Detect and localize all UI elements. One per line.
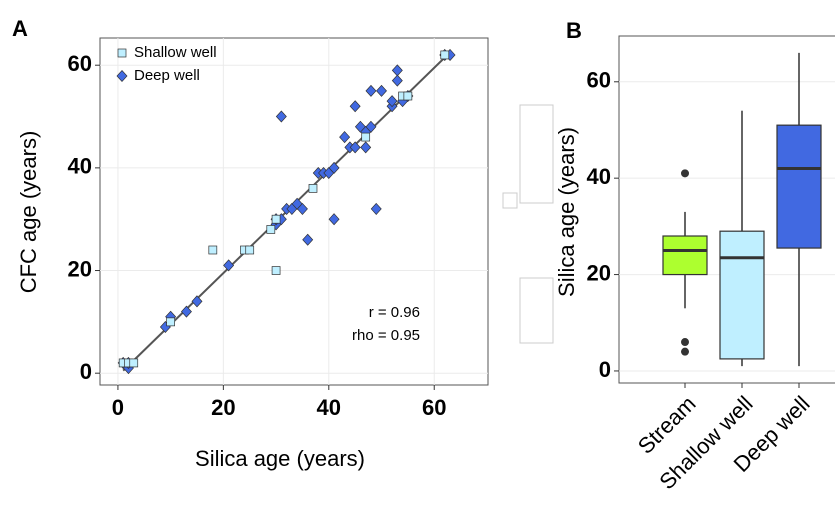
x-tick-label: 40 [317,395,341,420]
point [180,305,192,318]
point [386,95,398,108]
point [328,161,340,174]
point [361,132,371,142]
panel-label: A [12,16,28,41]
panel-label: B [566,18,582,43]
point [166,317,175,327]
point [296,202,308,215]
y-tick-label: 60 [68,51,92,76]
point [391,74,403,87]
legend-label: Deep well [134,67,200,84]
box [776,124,822,249]
y-tick-label: 60 [587,68,611,93]
y-tick-label: 20 [587,260,611,285]
point [271,266,281,275]
point [349,141,361,154]
point [339,131,351,144]
annotation: r = 0.96 [369,304,420,321]
y-axis-title: CFC age (years) [16,131,41,294]
artifact-box [519,277,554,344]
y-tick-label: 20 [68,256,92,281]
point [191,295,203,308]
point [349,100,361,113]
point [403,91,413,101]
point [129,358,139,368]
x-axis-title: Silica age (years) [195,446,365,471]
point [275,110,287,123]
y-tick-label: 40 [587,164,611,189]
point [440,50,450,60]
point [223,259,235,272]
outlier [681,169,689,178]
point [370,202,382,215]
point [266,225,276,234]
annotation: rho = 0.95 [352,327,420,344]
legend-marker [117,48,127,58]
y-axis-title: Silica age (years) [554,127,579,297]
point [302,233,314,246]
point [328,213,340,226]
y-tick-label: 40 [68,154,92,179]
box [719,230,765,360]
outlier [681,338,689,347]
point [376,84,387,97]
legend-label: Shallow well [134,44,217,61]
outlier [681,347,689,356]
point [245,245,255,255]
point [360,141,372,154]
y-tick-label: 0 [599,357,611,382]
point [271,214,281,224]
point [208,245,218,255]
y-tick-label: 0 [80,359,92,384]
point [308,184,318,193]
artifact-box [519,104,554,204]
x-tick-label: 60 [422,395,446,420]
box [662,235,708,276]
legend-marker [116,69,128,83]
x-tick-label: 0 [112,395,124,420]
artifact-box [502,192,518,209]
point [365,120,377,133]
point [365,84,377,97]
x-tick-label: 20 [211,395,235,420]
